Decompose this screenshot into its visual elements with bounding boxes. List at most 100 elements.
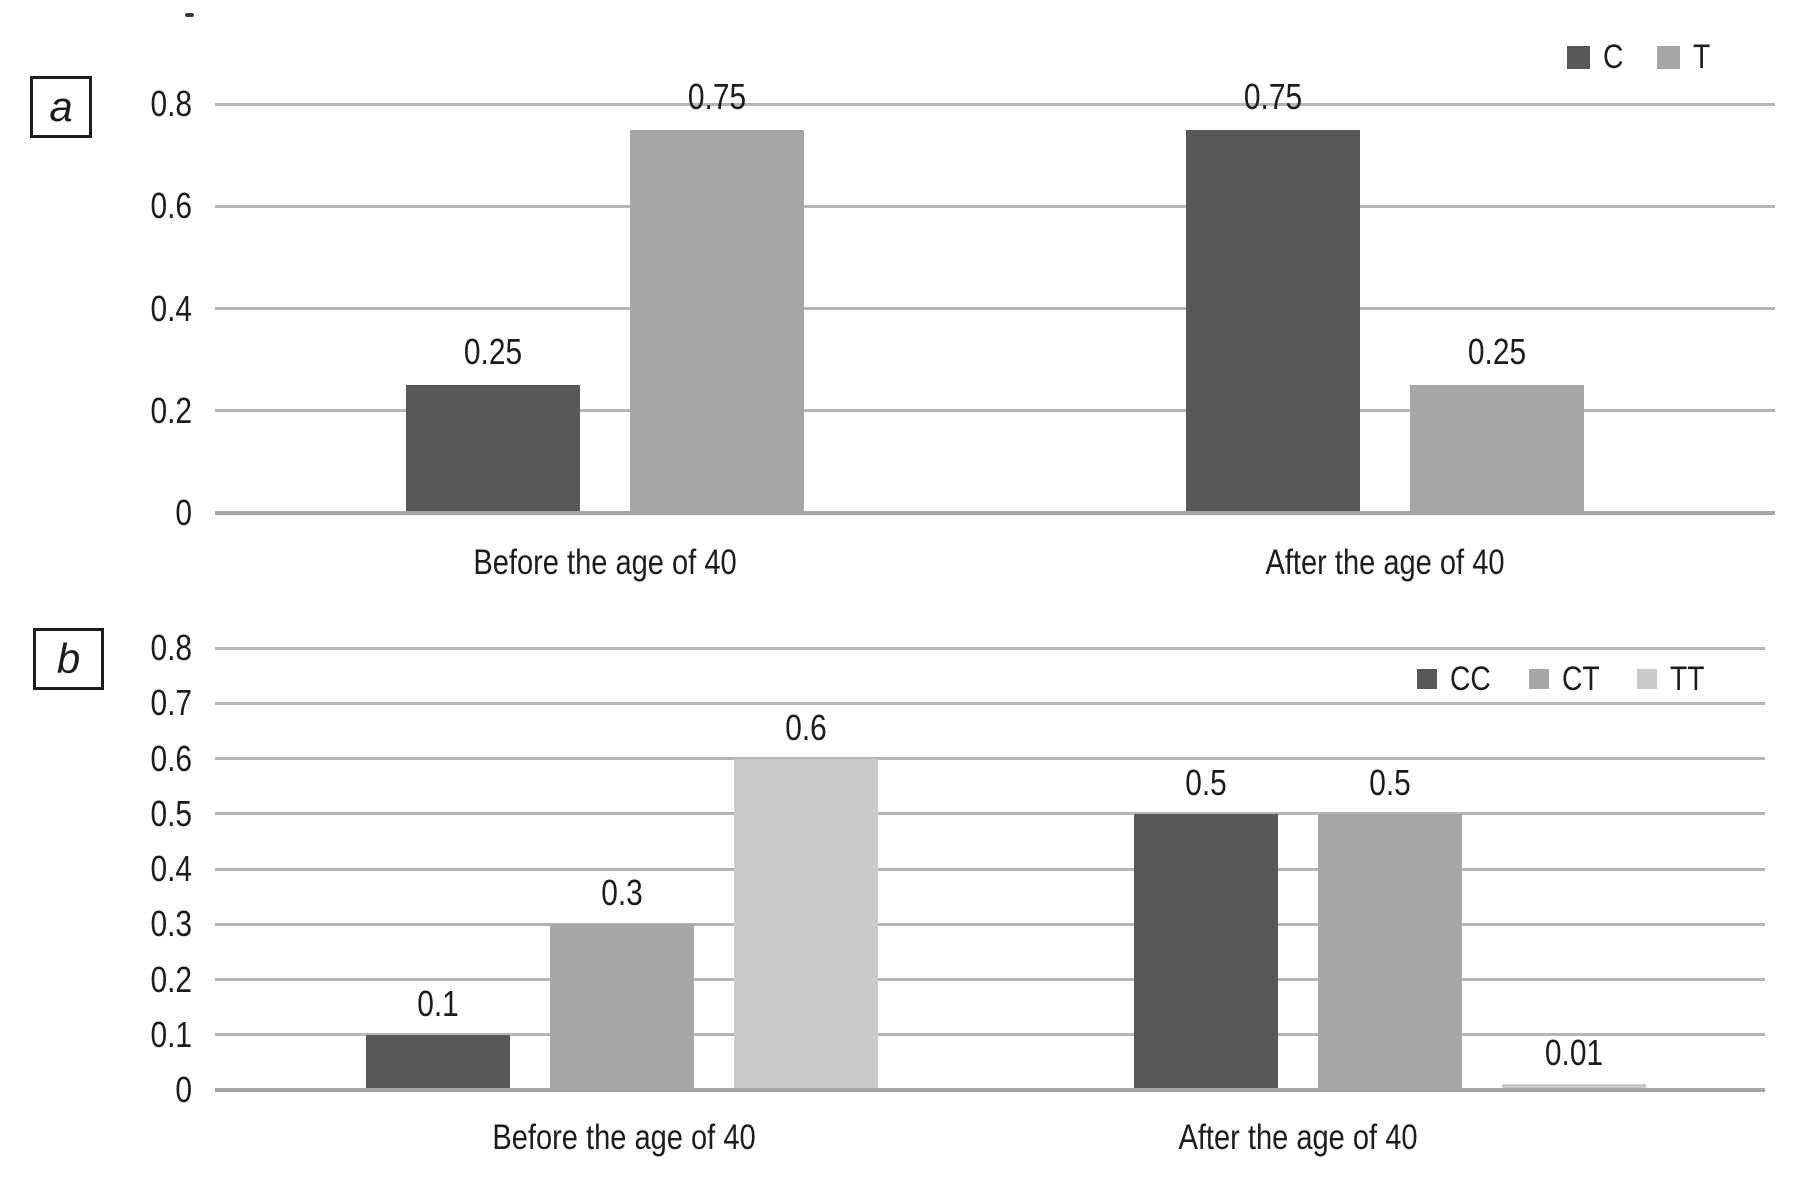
bar-value-label-text: 0.5 (1369, 761, 1411, 803)
bar-value-label: 0.5 (1181, 761, 1231, 803)
category-label: After the age of 40 (1154, 1118, 1442, 1158)
legend-label: CT (1562, 660, 1600, 698)
bar-value-label-text: 0.75 (687, 75, 747, 117)
legend-label: T (1693, 38, 1711, 76)
category-label-text: After the age of 40 (1265, 543, 1505, 582)
y-tick-label-text: 0.8 (150, 83, 192, 124)
legend-swatch-icon (1657, 45, 1681, 69)
bar-c-1 (406, 385, 580, 513)
y-tick-label: 0.4 (40, 849, 192, 889)
y-tick-label: 0.2 (40, 958, 192, 1000)
bar-value-label-text: 0.75 (1243, 75, 1303, 117)
y-tick-label: 0.6 (40, 186, 192, 226)
y-tick-label-text: 0.1 (150, 1013, 192, 1055)
y-tick-label-text: 0.2 (150, 389, 192, 431)
legend-label: CC (1450, 660, 1491, 698)
gridline (215, 922, 1765, 926)
bar-value-label: 0.75 (682, 75, 752, 117)
category-label-text: Before the age of 40 (473, 543, 737, 582)
y-tick-label: 0.3 (40, 904, 192, 944)
legend-label: C (1602, 38, 1624, 76)
bar-value-label: 0.01 (1539, 1034, 1609, 1072)
y-tick-label-text: 0 (175, 1069, 192, 1110)
legend-item-t: T (1657, 40, 1714, 74)
gridline (215, 812, 1765, 816)
gridline (215, 204, 1775, 208)
gridline (215, 646, 1765, 650)
bar-value-label: 0.3 (597, 874, 647, 912)
category-label-text: Before the age of 40 (492, 1118, 756, 1157)
bar-cc-2 (1134, 813, 1278, 1090)
y-tick-label-text: 0.6 (150, 737, 192, 779)
bar-value-label-text: 0.25 (463, 331, 523, 373)
gridline (215, 1033, 1765, 1037)
category-label: Before the age of 40 (465, 1118, 782, 1158)
panel-b-label: b (56, 635, 81, 682)
bar-ct-2 (1318, 813, 1462, 1090)
y-tick-label: 0.8 (40, 84, 192, 124)
legend-item-ct: CT (1529, 662, 1607, 696)
gridline (215, 307, 1775, 310)
y-tick-label: 0.8 (40, 628, 192, 668)
bar-value-label-text: 0.3 (601, 872, 643, 914)
y-tick-label: 0.5 (40, 792, 192, 834)
y-tick-label: 0.7 (40, 683, 192, 723)
y-tick-label: 0.2 (40, 389, 192, 431)
y-tick-label: 0 (40, 1070, 192, 1110)
legend-swatch-icon (1417, 669, 1438, 689)
bar-value-label: 0.5 (1365, 761, 1415, 803)
legend-swatch-icon (1566, 45, 1590, 69)
y-tick-label-text: 0 (175, 492, 192, 533)
y-tick-label-text: 0.8 (150, 627, 192, 668)
gridline (215, 701, 1765, 705)
gridline (215, 409, 1775, 413)
bar-value-label: 0.25 (458, 333, 528, 371)
panel-b-label-box: b (33, 628, 104, 690)
bar-value-label: 0.75 (1238, 75, 1308, 117)
legend-item-c: C (1566, 38, 1628, 76)
gridline (215, 757, 1765, 760)
y-tick-label: 0 (40, 493, 192, 533)
gridline (215, 102, 1775, 106)
bar-value-label: 0.6 (781, 708, 831, 747)
bar-t-2 (1410, 385, 1584, 513)
y-tick-label-text: 0.2 (150, 958, 192, 1000)
y-tick-label: 0.6 (40, 737, 192, 779)
category-label: After the age of 40 (1241, 543, 1529, 583)
bar-value-label-text: 0.5 (1185, 761, 1227, 803)
legend-label: TT (1670, 660, 1705, 698)
y-tick-label-text: 0.7 (150, 682, 192, 724)
x-axis-line (215, 511, 1775, 515)
legend-swatch-icon (1637, 669, 1658, 689)
bar-t-1 (630, 129, 804, 513)
bar-tt-1 (734, 758, 878, 1090)
panel-a-label-box: a (30, 76, 92, 138)
bar-value-label: 0.25 (1462, 333, 1532, 371)
legend-item-cc: CC (1417, 662, 1499, 696)
y-tick-label: 0.1 (40, 1013, 192, 1055)
legend: CC CT TT (1417, 662, 1712, 696)
y-tick-label-text: 0.4 (150, 287, 192, 329)
legend-swatch-icon (1529, 669, 1550, 689)
bar-value-label-text: 0.1 (417, 982, 459, 1024)
stray-mark (185, 13, 194, 17)
bar-ct-1 (550, 924, 694, 1090)
legend-item-tt: TT (1637, 662, 1712, 696)
bar-value-label-text: 0.25 (1467, 331, 1527, 373)
y-tick-label: 0.4 (40, 287, 192, 329)
bar-c-2 (1186, 129, 1360, 513)
gridline (215, 867, 1765, 871)
category-label: Before the age of 40 (446, 543, 763, 583)
category-label-text: After the age of 40 (1178, 1118, 1418, 1157)
bar-value-label: 0.1 (413, 982, 463, 1024)
y-tick-label-text: 0.4 (150, 848, 192, 889)
bar-value-label-text: 0.01 (1544, 1032, 1604, 1074)
bar-tt-2 (1502, 1084, 1646, 1090)
panel-a-label: a (49, 83, 73, 130)
y-tick-label-text: 0.5 (150, 792, 192, 834)
y-tick-label-text: 0.3 (150, 903, 192, 945)
